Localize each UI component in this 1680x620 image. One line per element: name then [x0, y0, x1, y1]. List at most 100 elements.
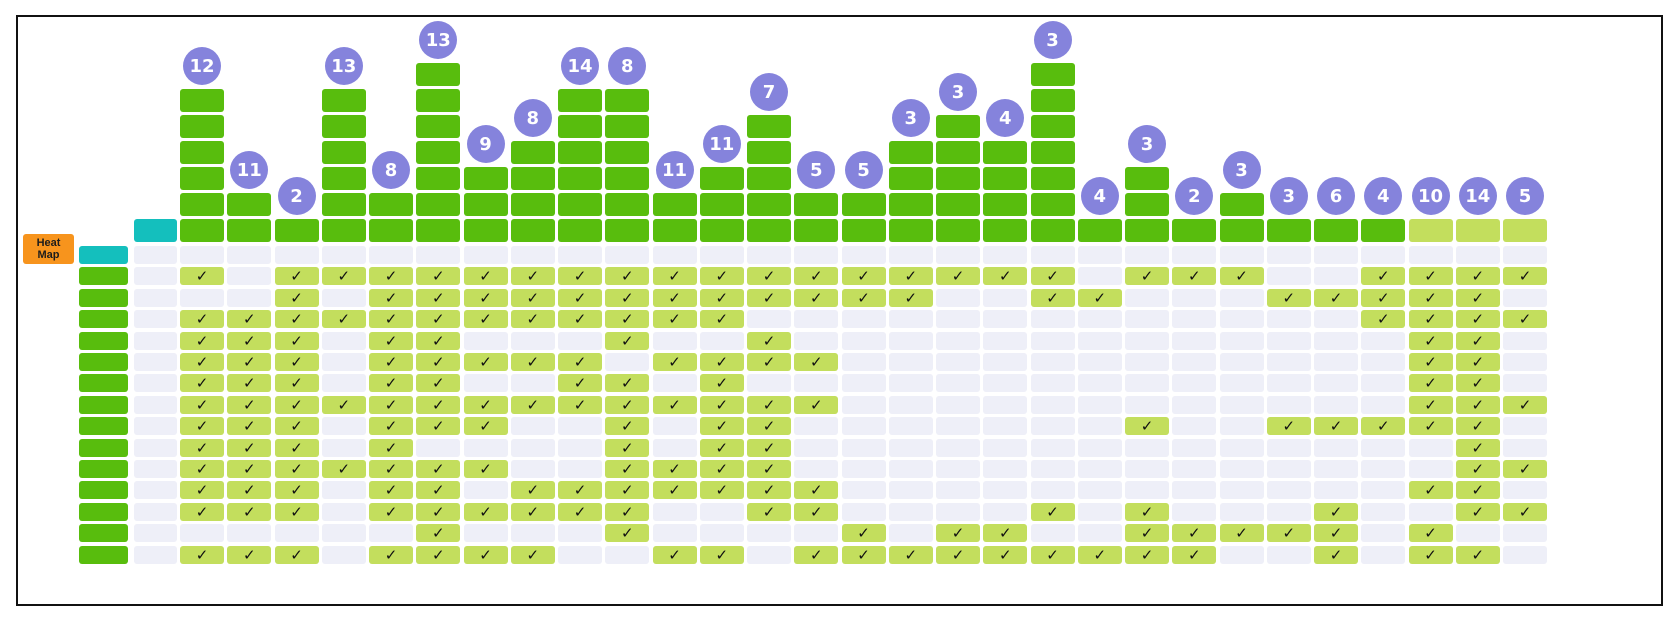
empty-cell: [1077, 502, 1122, 521]
header-corner-marker: [134, 219, 177, 242]
column-bar-block: [510, 193, 555, 216]
row-label-block: [79, 353, 128, 371]
checked-cell: ✓: [1455, 267, 1500, 286]
column-base-block: [1030, 219, 1075, 242]
empty-cell: [274, 246, 319, 264]
checked-cell: ✓: [227, 374, 272, 393]
checked-cell: ✓: [888, 267, 933, 286]
column-bar-block: [605, 89, 650, 112]
grid-cell: [134, 353, 177, 371]
column-base-block: [416, 219, 461, 242]
checked-cell: ✓: [463, 417, 508, 436]
checked-cell: ✓: [1125, 502, 1169, 521]
empty-cell: [1455, 246, 1500, 264]
checked-cell: ✓: [416, 288, 461, 307]
column-base-block: [1077, 219, 1122, 242]
column-bar-block: [416, 141, 461, 164]
checked-cell: ✓: [510, 502, 555, 521]
empty-cell: [227, 246, 272, 264]
column-bar-block: [463, 167, 508, 190]
column-bar-block: [1125, 167, 1169, 190]
empty-cell: [888, 460, 933, 478]
checked-cell: ✓: [416, 502, 461, 521]
checked-cell: ✓: [1455, 353, 1500, 371]
checked-cell: ✓: [1314, 288, 1358, 307]
column-count-bubble: 3: [1222, 151, 1261, 189]
empty-cell: [1125, 246, 1169, 264]
empty-cell: [1172, 481, 1217, 500]
column-bar-block: [321, 193, 366, 216]
column-base-block: [1455, 219, 1500, 242]
checked-cell: ✓: [1172, 267, 1217, 286]
empty-cell: [1266, 353, 1311, 371]
empty-cell: [321, 417, 366, 436]
empty-cell: [1219, 331, 1264, 350]
empty-cell: [1314, 374, 1358, 393]
column-count-bubble: 6: [1317, 177, 1355, 215]
empty-cell: [936, 395, 980, 414]
empty-cell: [1314, 353, 1358, 371]
empty-cell: [1408, 438, 1453, 457]
empty-cell: [605, 353, 650, 371]
column-bar-block: [1030, 141, 1075, 164]
empty-cell: [1266, 395, 1311, 414]
column-bar-block: [180, 167, 224, 190]
column-count-bubble: 5: [797, 151, 836, 189]
checked-cell: ✓: [274, 545, 319, 564]
column-count-bubble: 8: [372, 151, 410, 189]
checked-cell: ✓: [558, 267, 602, 286]
empty-cell: [1172, 438, 1217, 457]
checked-cell: ✓: [841, 524, 886, 543]
column-bar-block: [936, 141, 980, 164]
column-bar-block: [1030, 167, 1075, 190]
empty-cell: [1172, 374, 1217, 393]
checked-cell: ✓: [510, 545, 555, 564]
empty-cell: [1077, 524, 1122, 543]
empty-cell: [1314, 310, 1358, 329]
checked-cell: ✓: [369, 481, 413, 500]
empty-cell: [794, 438, 839, 457]
checked-cell: ✓: [1455, 395, 1500, 414]
column-base-block: [936, 219, 980, 242]
column-bar-block: [1030, 193, 1075, 216]
empty-cell: [652, 524, 697, 543]
checked-cell: ✓: [463, 545, 508, 564]
empty-cell: [463, 524, 508, 543]
column-bar-block: [605, 167, 650, 190]
column-base-block: [747, 219, 791, 242]
grid-cell: [134, 417, 177, 436]
empty-cell: [369, 246, 413, 264]
empty-cell: [1266, 331, 1311, 350]
checked-cell: ✓: [274, 288, 319, 307]
checked-cell: ✓: [369, 502, 413, 521]
checked-cell: ✓: [463, 460, 508, 478]
empty-cell: [1125, 310, 1169, 329]
column-count-bubble: 4: [986, 99, 1025, 137]
empty-cell: [1361, 331, 1406, 350]
empty-cell: [1219, 502, 1264, 521]
empty-cell: [841, 502, 886, 521]
empty-cell: [321, 288, 366, 307]
checked-cell: ✓: [180, 545, 224, 564]
checked-cell: ✓: [605, 288, 650, 307]
checked-cell: ✓: [227, 395, 272, 414]
checked-cell: ✓: [180, 417, 224, 436]
column-bar-block: [180, 89, 224, 112]
checked-cell: ✓: [369, 331, 413, 350]
checked-cell: ✓: [1219, 524, 1264, 543]
column-count-bubble: 11: [702, 125, 741, 163]
empty-cell: [1266, 460, 1311, 478]
column-bar-block: [1030, 63, 1075, 86]
empty-cell: [888, 246, 933, 264]
row-label-block: [79, 417, 128, 436]
empty-cell: [510, 524, 555, 543]
checked-cell: ✓: [463, 267, 508, 286]
empty-cell: [794, 331, 839, 350]
checked-cell: ✓: [510, 481, 555, 500]
empty-cell: [1077, 395, 1122, 414]
column-base-block: [180, 219, 224, 242]
checked-cell: ✓: [558, 310, 602, 329]
checked-cell: ✓: [1408, 417, 1453, 436]
checked-cell: ✓: [558, 353, 602, 371]
grid-cell: [134, 310, 177, 329]
